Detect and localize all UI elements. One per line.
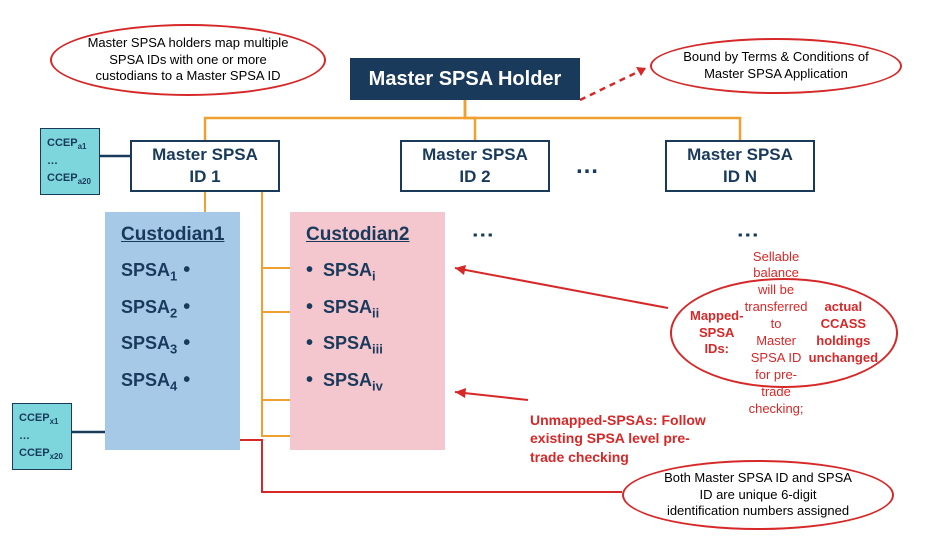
spsa-item: SPSA4•	[121, 370, 224, 394]
ellipsis-vertical-1: ⋮	[470, 224, 496, 252]
master-id-2: Master SPSA ID 2	[400, 140, 550, 192]
ccep-box-2: CCEPx1…CCEPx20	[12, 403, 72, 470]
callout-3: Mapped-SPSA IDs: Sellablebalance will be…	[670, 278, 898, 388]
spsa-item: •SPSAi	[306, 260, 429, 284]
spsa-item: SPSA1•	[121, 260, 224, 284]
custodian-box-1: Custodian1 SPSA1• SPSA2• SPSA3• SPSA4•	[105, 212, 240, 450]
master-id-2-label: Master SPSA ID 2	[422, 144, 528, 188]
ccep-box-1: CCEPa1…CCEPa20	[40, 128, 100, 195]
spsa-item: •SPSAiv	[306, 370, 429, 394]
custodian-title: Custodian1	[121, 224, 224, 246]
master-id-1-label: Master SPSA ID 1	[152, 144, 258, 188]
callout-1: Master SPSA holders map multiple SPSA ID…	[50, 24, 326, 96]
spsa-item: •SPSAiii	[306, 333, 429, 357]
spsa-item: •SPSAii	[306, 297, 429, 321]
callout-2: Bound by Terms & Conditions of Master SP…	[650, 38, 902, 94]
master-id-1: Master SPSA ID 1	[130, 140, 280, 192]
spsa-item: SPSA2•	[121, 297, 224, 321]
master-id-n-label: Master SPSA ID N	[687, 144, 793, 188]
spsa-item: SPSA3•	[121, 333, 224, 357]
unmapped-note: Unmapped-SPSAs: Follow existing SPSA lev…	[530, 393, 706, 466]
master-holder-box: Master SPSA Holder	[350, 58, 580, 100]
master-holder-label: Master SPSA Holder	[369, 68, 562, 91]
custodian-title: Custodian2	[306, 224, 429, 246]
custodian-box-2: Custodian2 •SPSAi •SPSAii •SPSAiii •SPSAiv	[290, 212, 445, 450]
unmapped-note-text: Unmapped-SPSAs: Follow existing SPSA lev…	[530, 412, 706, 464]
master-id-n: Master SPSA ID N	[665, 140, 815, 192]
callout-4: Both Master SPSA ID and SPSA ID are uniq…	[622, 460, 894, 530]
ellipsis-horizontal: …	[575, 152, 601, 180]
